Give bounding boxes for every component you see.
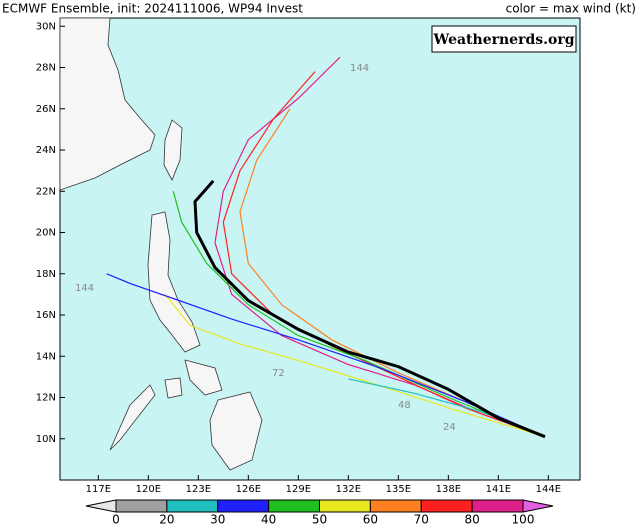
colorbar-segment <box>319 499 371 513</box>
lat-tick-label: 30N <box>36 21 56 32</box>
lon-tick-label: 144E <box>536 484 561 495</box>
lat-tick-label: 18N <box>36 269 56 280</box>
lon-tick-label: 135E <box>386 484 411 495</box>
land <box>59 17 263 471</box>
colorbar-label: 60 <box>363 513 378 527</box>
colorbar-segment <box>369 499 422 513</box>
lon-tick-label: 120E <box>136 484 161 495</box>
colorbar-segment <box>166 499 219 513</box>
colorbar-segment <box>268 499 320 513</box>
mean-track <box>193 179 546 439</box>
lat-tick-label: 20N <box>36 228 56 239</box>
legend-caption: color = max wind (kt) <box>506 2 636 16</box>
hour-label: 48 <box>398 400 411 411</box>
lat-tick-label: 22N <box>36 186 56 197</box>
member-track <box>222 71 546 438</box>
colorbar-segment <box>471 499 524 513</box>
member-track <box>239 108 546 438</box>
colorbar-segment <box>217 499 270 513</box>
colorbar-segment <box>420 499 473 513</box>
lat-tick-label: 12N <box>36 393 56 404</box>
lon-tick-label: 138E <box>436 484 461 495</box>
colorbar-label: 70 <box>414 513 429 527</box>
colorbar-label: 100 <box>512 513 535 527</box>
lon-tick-label: 117E <box>86 484 111 495</box>
lat-tick-label: 14N <box>36 351 56 362</box>
colorbar-label: 40 <box>261 513 276 527</box>
member-track <box>106 273 546 438</box>
lat-tick-label: 26N <box>36 104 56 115</box>
title: ECMWF Ensemble, init: 2024111006, WP94 I… <box>2 2 303 16</box>
lon-tick-label: 141E <box>486 484 511 495</box>
lon-tick-label: 126E <box>236 484 261 495</box>
watermark: Weathernerds.org <box>433 32 575 48</box>
lon-tick-label: 129E <box>286 484 311 495</box>
member-track <box>164 294 546 438</box>
lat-tick-label: 10N <box>36 434 56 445</box>
colorbar-label: 50 <box>312 513 327 527</box>
member-track <box>172 191 546 438</box>
colorbar-label: 0 <box>112 513 120 527</box>
lat-tick-label: 16N <box>36 310 56 321</box>
hour-label: 144 <box>350 63 369 74</box>
lat-tick-label: 28N <box>36 63 56 74</box>
lon-tick-label: 132E <box>336 484 361 495</box>
lat-tick-label: 24N <box>36 145 56 156</box>
colorbar-low <box>85 499 117 513</box>
watermark-box <box>431 25 577 53</box>
colorbar-label: 30 <box>210 513 225 527</box>
hour-label: 24 <box>443 422 456 433</box>
hour-label: 144 <box>75 283 94 294</box>
hour-label: 72 <box>272 368 285 379</box>
colorbar-segment <box>115 499 168 513</box>
lon-tick-label: 123E <box>186 484 211 495</box>
colorbar-label: 20 <box>159 513 174 527</box>
colorbar-high <box>522 499 554 513</box>
colorbar-label: 80 <box>464 513 479 527</box>
